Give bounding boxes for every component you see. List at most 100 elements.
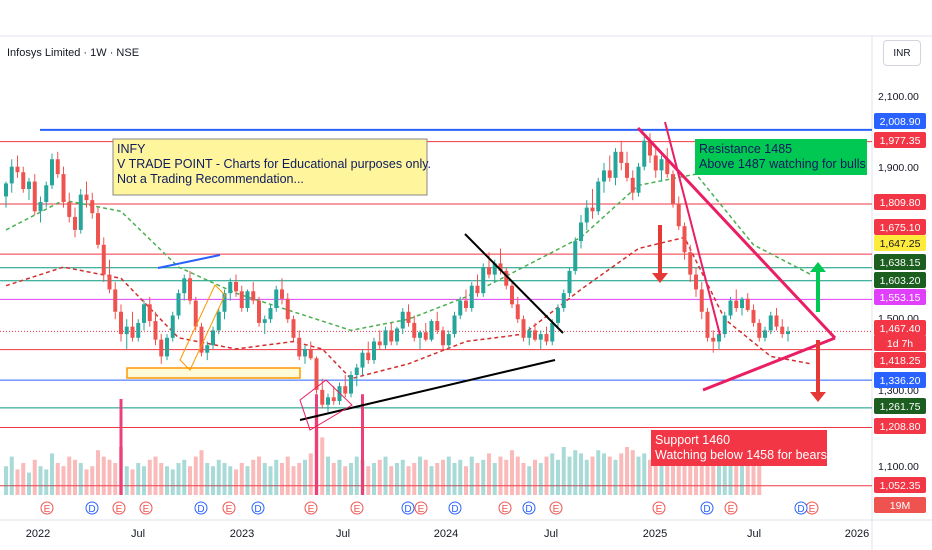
candle-body: [147, 304, 152, 322]
currency-button[interactable]: INR: [883, 40, 921, 66]
price-marker-label: 2,008.90: [880, 116, 921, 128]
candle-body: [734, 300, 739, 309]
candle-body: [142, 304, 146, 323]
volume-bar: [280, 463, 284, 495]
event-marker: [251, 501, 265, 515]
event-marker-label: E: [656, 504, 663, 515]
candle-body: [199, 326, 204, 353]
candle-body: [768, 315, 773, 331]
volume-bar: [349, 463, 353, 495]
candle-body: [297, 337, 302, 357]
candle-body: [78, 194, 83, 230]
candle-body: [343, 386, 348, 394]
candle-body: [573, 241, 578, 271]
event-marker-label: E: [728, 504, 735, 515]
price-marker-badge: [874, 235, 926, 251]
volume-bar: [676, 459, 681, 495]
volume-bar: [464, 466, 468, 495]
channel-orange: [179, 284, 226, 371]
x-tick-label: 2025: [643, 528, 667, 540]
annotation-text: INFY: [117, 142, 146, 156]
candle-body: [533, 330, 537, 340]
volume-bar: [113, 463, 118, 495]
candle-body: [176, 293, 181, 316]
candle-body: [699, 289, 704, 312]
event-marker: [724, 501, 738, 515]
volume-bar: [90, 466, 95, 495]
volume-bar: [682, 453, 687, 495]
candle-body: [395, 328, 399, 342]
candle-body: [538, 334, 543, 340]
candle-body: [165, 337, 169, 357]
volume-bar: [429, 466, 434, 495]
volume-bar: [303, 459, 307, 495]
channel-box: [299, 379, 353, 431]
volume-bar: [205, 463, 210, 495]
volume-bar: [245, 466, 250, 495]
ma-red-line: [5, 236, 812, 380]
candle-body: [228, 282, 233, 294]
volume-bar: [688, 456, 693, 495]
candle-body: [15, 166, 20, 173]
event-marker: [112, 501, 126, 515]
candle-body: [67, 202, 72, 217]
candle-body: [579, 222, 583, 242]
volume-bar: [475, 463, 480, 495]
candle-body: [90, 200, 95, 214]
event-marker-label: D: [451, 504, 458, 515]
volume-bar: [699, 459, 704, 495]
candle-body: [211, 330, 215, 346]
volume-bar: [590, 456, 595, 495]
volume-bar: [527, 466, 532, 495]
candle-body: [96, 213, 100, 245]
candle-body: [354, 367, 359, 375]
candle-body: [32, 181, 37, 212]
volume-bar: [395, 463, 399, 495]
event-marker-label: D: [525, 504, 532, 515]
candle-body: [4, 183, 8, 197]
volume-bar: [757, 456, 762, 495]
candle-body: [216, 311, 221, 331]
volume-bar: [711, 459, 716, 495]
candle-body: [498, 263, 503, 271]
event-marker: [549, 501, 563, 515]
volume-bar: [515, 456, 520, 495]
candle-body: [469, 285, 474, 309]
triangle-lower: [702, 336, 836, 392]
candle-body: [694, 274, 698, 290]
candle-body: [366, 352, 371, 361]
event-marker: [139, 501, 153, 515]
price-marker-badge: [874, 219, 926, 235]
price-marker-label: 1,208.80: [880, 421, 921, 433]
annotation-text: Support 1460: [655, 433, 730, 447]
event-marker: [522, 501, 536, 515]
volume-bar: [584, 459, 589, 495]
candle-body: [751, 309, 756, 323]
volume-bar: [182, 459, 187, 495]
candle-body: [101, 244, 106, 275]
volume-bar: [717, 453, 721, 495]
candle-body: [188, 278, 192, 301]
y-tick-label: 1,100.00: [878, 461, 919, 473]
annotation-box-1: [695, 139, 867, 175]
price-marker-label: 19M: [890, 500, 910, 512]
volume-bar: [27, 472, 31, 495]
event-marker-label: E: [553, 504, 560, 515]
candle-body: [331, 397, 336, 402]
volume-bar: [400, 459, 405, 495]
trendline-black-rising: [299, 359, 556, 421]
event-marker-label: E: [809, 504, 816, 515]
candle-body: [711, 337, 716, 342]
candle-body: [159, 339, 164, 357]
volume-bar: [337, 459, 342, 495]
volume-bar: [84, 469, 89, 495]
event-marker-label: E: [308, 504, 315, 515]
volume-bar: [147, 459, 152, 495]
candle-body: [234, 282, 238, 292]
event-marker: [414, 501, 428, 515]
annotation-box-0: [112, 138, 428, 196]
candle-body: [688, 252, 693, 275]
volume-bar: [452, 463, 457, 495]
price-marker-label: 1,675.10: [880, 222, 921, 234]
